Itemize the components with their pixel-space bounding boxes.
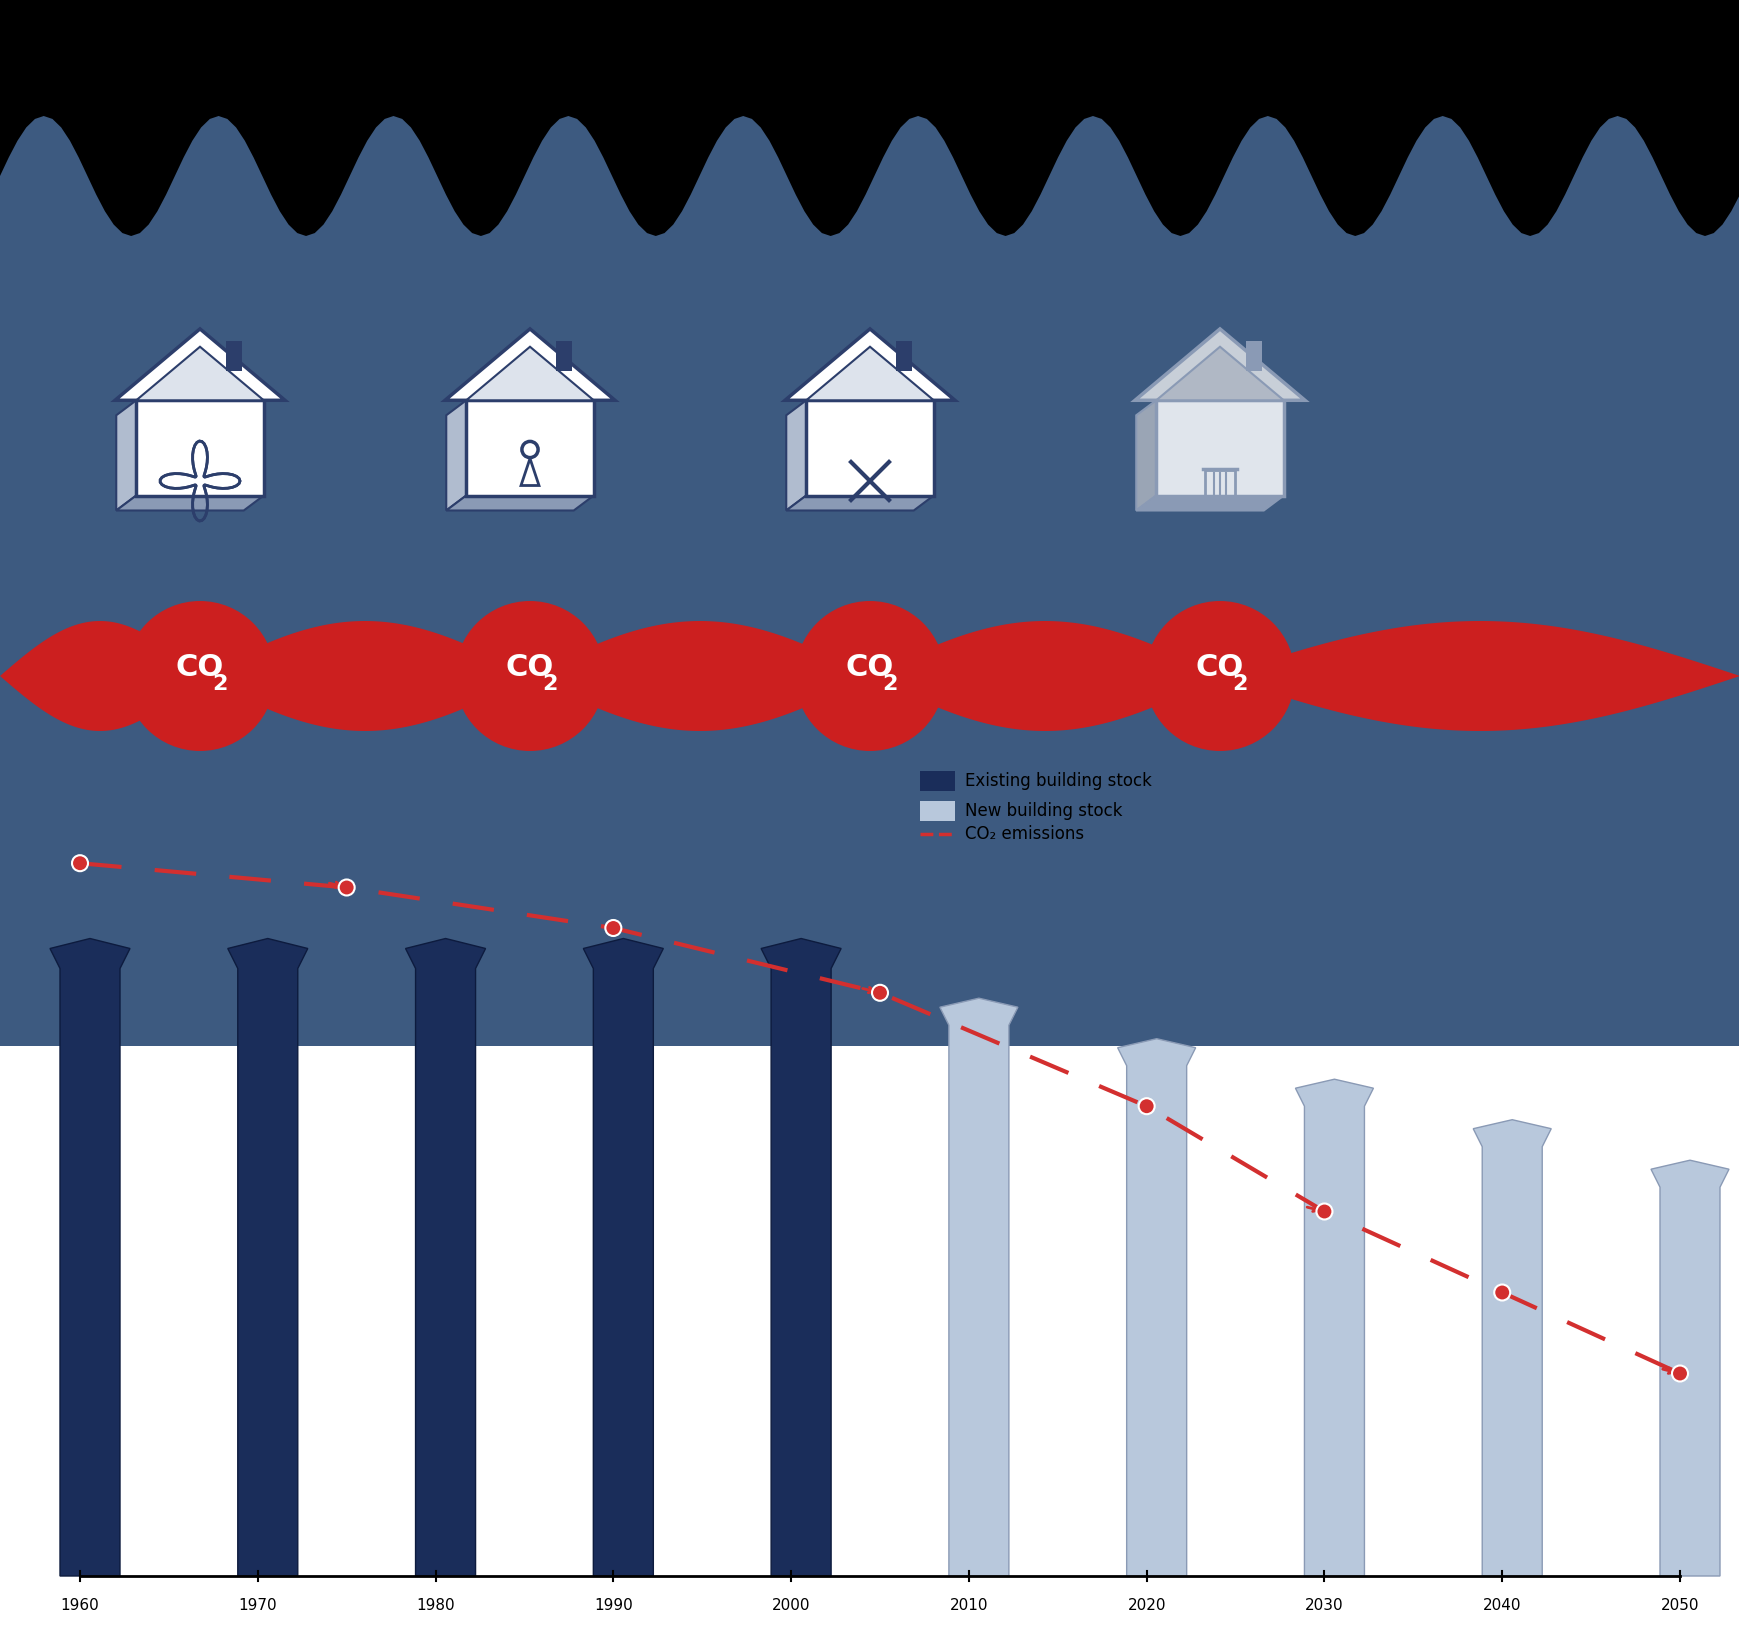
Text: 2000: 2000 <box>772 1598 810 1613</box>
FancyBboxPatch shape <box>466 401 593 496</box>
Circle shape <box>125 600 275 751</box>
Polygon shape <box>115 329 285 401</box>
Text: 1990: 1990 <box>593 1598 633 1613</box>
Text: 2: 2 <box>1231 674 1247 694</box>
Polygon shape <box>1136 496 1283 510</box>
Text: 2010: 2010 <box>949 1598 988 1613</box>
Polygon shape <box>0 0 1739 236</box>
Polygon shape <box>1296 1080 1372 1575</box>
Text: 2: 2 <box>212 674 228 694</box>
FancyBboxPatch shape <box>1245 340 1261 370</box>
Polygon shape <box>466 347 593 401</box>
Polygon shape <box>786 401 805 510</box>
FancyBboxPatch shape <box>0 0 1739 1045</box>
Polygon shape <box>228 939 308 1575</box>
Text: CO₂ emissions: CO₂ emissions <box>965 825 1083 843</box>
Polygon shape <box>1219 622 1739 731</box>
Polygon shape <box>136 347 264 401</box>
FancyBboxPatch shape <box>920 771 955 790</box>
Polygon shape <box>117 401 136 510</box>
Text: 1980: 1980 <box>416 1598 454 1613</box>
FancyBboxPatch shape <box>896 340 911 370</box>
Circle shape <box>795 600 944 751</box>
Circle shape <box>605 919 621 936</box>
Polygon shape <box>583 939 663 1575</box>
Circle shape <box>871 985 887 1001</box>
Text: New building stock: New building stock <box>965 802 1122 820</box>
Circle shape <box>1144 600 1294 751</box>
Polygon shape <box>445 329 614 401</box>
Text: 2050: 2050 <box>1659 1598 1699 1613</box>
Polygon shape <box>1650 1160 1729 1575</box>
Polygon shape <box>760 939 840 1575</box>
Polygon shape <box>1136 401 1156 510</box>
FancyBboxPatch shape <box>226 340 242 370</box>
Text: 2: 2 <box>543 674 558 694</box>
Circle shape <box>339 880 355 895</box>
Polygon shape <box>1116 1039 1195 1575</box>
Circle shape <box>454 600 605 751</box>
Polygon shape <box>405 939 485 1575</box>
Polygon shape <box>530 622 870 731</box>
Text: CO: CO <box>1195 653 1243 682</box>
FancyBboxPatch shape <box>136 401 264 496</box>
Polygon shape <box>786 496 934 510</box>
Text: 1970: 1970 <box>238 1598 277 1613</box>
Polygon shape <box>200 622 530 731</box>
Circle shape <box>1137 1098 1155 1114</box>
Text: 2040: 2040 <box>1482 1598 1520 1613</box>
Polygon shape <box>445 496 593 510</box>
Text: 2030: 2030 <box>1304 1598 1343 1613</box>
Text: CO: CO <box>845 653 894 682</box>
Circle shape <box>1316 1204 1332 1219</box>
Text: Existing building stock: Existing building stock <box>965 772 1151 790</box>
Polygon shape <box>784 329 955 401</box>
Polygon shape <box>0 622 200 731</box>
Text: CO: CO <box>506 653 553 682</box>
Polygon shape <box>939 998 1017 1575</box>
Circle shape <box>1671 1366 1687 1381</box>
FancyBboxPatch shape <box>920 802 955 821</box>
Text: 2020: 2020 <box>1127 1598 1165 1613</box>
Polygon shape <box>870 622 1219 731</box>
FancyBboxPatch shape <box>556 340 572 370</box>
Polygon shape <box>805 347 934 401</box>
Polygon shape <box>1134 329 1304 401</box>
Text: CO: CO <box>176 653 224 682</box>
Circle shape <box>1494 1284 1509 1301</box>
Circle shape <box>71 856 89 872</box>
Text: 2: 2 <box>882 674 897 694</box>
Polygon shape <box>117 496 264 510</box>
Polygon shape <box>1156 347 1283 401</box>
Text: 1960: 1960 <box>61 1598 99 1613</box>
Polygon shape <box>50 939 130 1575</box>
FancyBboxPatch shape <box>1156 401 1283 496</box>
Polygon shape <box>1473 1119 1551 1575</box>
FancyBboxPatch shape <box>805 401 934 496</box>
Polygon shape <box>445 401 466 510</box>
